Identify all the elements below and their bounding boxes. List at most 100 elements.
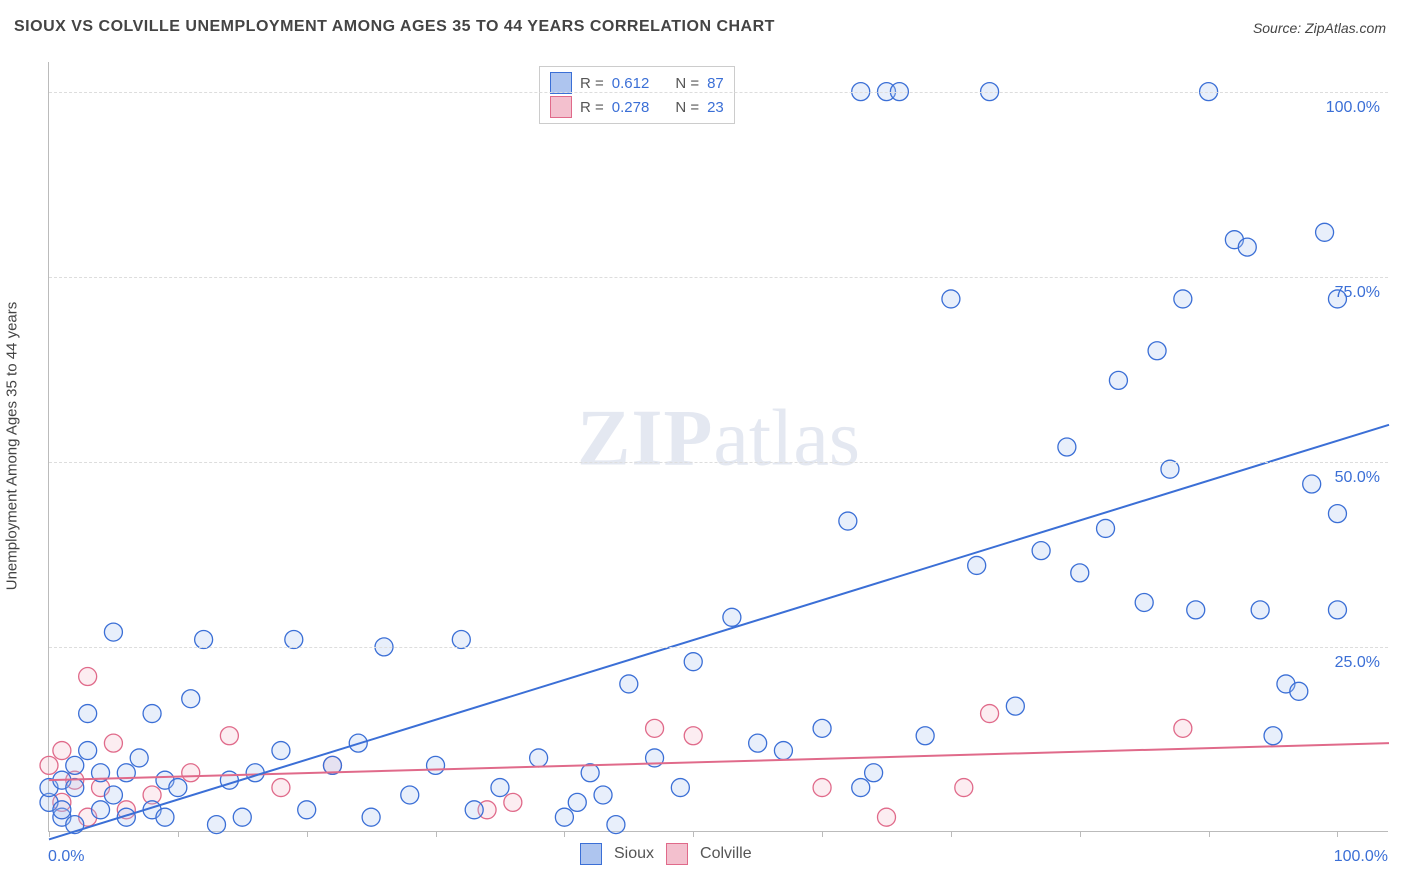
data-point — [1290, 682, 1308, 700]
data-point — [298, 801, 316, 819]
data-point — [1071, 564, 1089, 582]
correlation-legend: R = 0.612 N = 87 R = 0.278 N = 23 — [539, 66, 735, 124]
data-point — [981, 705, 999, 723]
gridline — [49, 462, 1388, 463]
legend-n-value: 87 — [707, 75, 724, 92]
data-point — [362, 808, 380, 826]
data-point — [104, 623, 122, 641]
x-axis-max-label: 100.0% — [1334, 848, 1388, 866]
legend-r-label: R = — [580, 99, 604, 116]
data-point — [1174, 719, 1192, 737]
data-point — [1174, 290, 1192, 308]
data-point — [1251, 601, 1269, 619]
data-point — [79, 742, 97, 760]
data-point — [143, 705, 161, 723]
x-tick — [436, 831, 437, 837]
legend-series-label: Colville — [700, 845, 752, 863]
data-point — [1161, 460, 1179, 478]
legend-series-label: Sioux — [614, 845, 654, 863]
data-point — [1058, 438, 1076, 456]
data-point — [452, 631, 470, 649]
x-tick — [1337, 831, 1338, 837]
data-point — [1135, 593, 1153, 611]
trend-line — [49, 425, 1389, 840]
legend-row: R = 0.278 N = 23 — [550, 95, 724, 119]
data-point — [427, 756, 445, 774]
data-point — [104, 734, 122, 752]
gridline — [49, 92, 1388, 93]
data-point — [1148, 342, 1166, 360]
legend-n-label: N = — [675, 75, 699, 92]
data-point — [465, 801, 483, 819]
y-tick-label: 75.0% — [1335, 284, 1380, 302]
data-point — [1109, 371, 1127, 389]
trend-line — [49, 743, 1389, 780]
data-point — [104, 786, 122, 804]
data-point — [530, 749, 548, 767]
data-point — [607, 816, 625, 834]
legend-r-value: 0.612 — [612, 75, 650, 92]
data-point — [1328, 601, 1346, 619]
x-tick — [564, 831, 565, 837]
data-point — [53, 742, 71, 760]
data-point — [1238, 238, 1256, 256]
x-tick — [178, 831, 179, 837]
data-point — [1187, 601, 1205, 619]
x-axis-min-label: 0.0% — [48, 848, 84, 866]
data-point — [79, 705, 97, 723]
chart-title: SIOUX VS COLVILLE UNEMPLOYMENT AMONG AGE… — [14, 18, 775, 36]
data-point — [1328, 505, 1346, 523]
chart-canvas: SIOUX VS COLVILLE UNEMPLOYMENT AMONG AGE… — [0, 0, 1406, 892]
y-tick-label: 25.0% — [1335, 654, 1380, 672]
legend-swatch — [550, 96, 572, 118]
gridline — [49, 647, 1388, 648]
data-point — [53, 801, 71, 819]
source-attribution: Source: ZipAtlas.com — [1253, 20, 1386, 36]
data-point — [968, 556, 986, 574]
data-point — [916, 727, 934, 745]
data-point — [401, 786, 419, 804]
data-point — [491, 779, 509, 797]
x-tick — [1209, 831, 1210, 837]
x-tick — [693, 831, 694, 837]
y-tick-label: 100.0% — [1326, 99, 1380, 117]
data-point — [182, 764, 200, 782]
data-point — [955, 779, 973, 797]
data-point — [504, 793, 522, 811]
y-tick-label: 50.0% — [1335, 469, 1380, 487]
data-point — [671, 779, 689, 797]
data-point — [272, 742, 290, 760]
data-point — [684, 727, 702, 745]
data-point — [620, 675, 638, 693]
y-axis-title: Unemployment Among Ages 35 to 44 years — [4, 302, 21, 591]
legend-swatch — [666, 843, 688, 865]
data-point — [220, 727, 238, 745]
data-point — [40, 756, 58, 774]
series-legend: Sioux Colville — [580, 843, 752, 865]
data-point — [92, 801, 110, 819]
legend-n-label: N = — [675, 99, 699, 116]
data-point — [555, 808, 573, 826]
x-tick — [822, 831, 823, 837]
data-point — [684, 653, 702, 671]
data-point — [1316, 223, 1334, 241]
legend-r-value: 0.278 — [612, 99, 650, 116]
data-point — [852, 779, 870, 797]
data-point — [581, 764, 599, 782]
data-point — [865, 764, 883, 782]
data-point — [813, 779, 831, 797]
legend-n-value: 23 — [707, 99, 724, 116]
gridline — [49, 277, 1388, 278]
data-point — [1097, 519, 1115, 537]
data-point — [195, 631, 213, 649]
data-point — [66, 779, 84, 797]
x-tick — [49, 831, 50, 837]
data-point — [942, 290, 960, 308]
data-point — [156, 808, 174, 826]
legend-r-label: R = — [580, 75, 604, 92]
data-point — [79, 668, 97, 686]
data-point — [813, 719, 831, 737]
plot-area: ZIPatlas R = 0.612N = 87R = 0.278N = 23 … — [48, 62, 1388, 832]
data-point — [723, 608, 741, 626]
data-point — [1303, 475, 1321, 493]
